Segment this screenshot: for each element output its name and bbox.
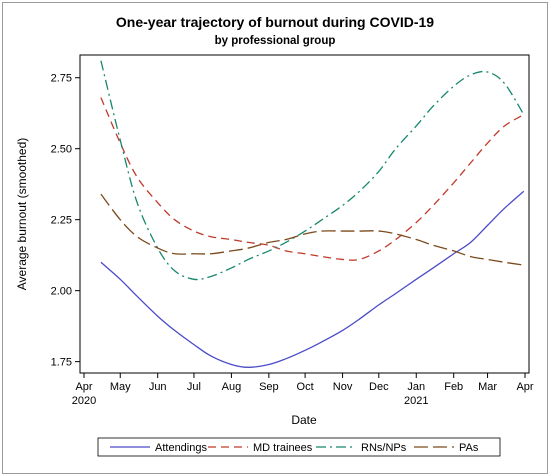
y-tick-label: 2.00 (51, 286, 72, 298)
y-tick-label: 2.50 (51, 144, 72, 156)
x-tick-year-label: 2021 (404, 395, 428, 407)
legend-label-attendings: Attendings (155, 442, 207, 454)
x-tick-label: Dec (369, 381, 389, 393)
x-tick-label: Jun (149, 381, 167, 393)
x-tick-label: Mar (478, 381, 497, 393)
x-tick-label: Oct (297, 381, 314, 393)
series-line-md-trainees (100, 97, 525, 261)
series-line-attendings (100, 190, 525, 368)
legend: Attendings MD trainees RNs/NPs PAs (110, 442, 479, 454)
x-tick-label: May (110, 381, 131, 393)
x-tick-label: Apr (516, 381, 533, 393)
x-tick-year-label: 2020 (72, 395, 96, 407)
legend-label-md-trainees: MD trainees (253, 442, 313, 454)
y-tick-label: 2.25 (51, 215, 72, 227)
series-line-rns-nps (100, 60, 525, 281)
y-tick-label: 2.75 (51, 73, 72, 85)
y-axis: 1.75 2.00 2.25 2.50 2.75 (51, 73, 80, 369)
x-tick-label: Jan (407, 381, 425, 393)
plot-area (79, 54, 530, 374)
x-tick-label: Apr (75, 381, 92, 393)
legend-label-pas: PAs (459, 442, 479, 454)
x-tick-label: Jul (187, 381, 201, 393)
series-layer (100, 60, 525, 368)
chart-title: One-year trajectory of burnout during CO… (116, 14, 434, 30)
x-axis-title: Date (291, 413, 317, 427)
legend-label-rns-nps: RNs/NPs (361, 442, 407, 454)
y-tick-label: 1.75 (51, 357, 72, 369)
legend-box (97, 437, 501, 457)
x-tick-label: Aug (222, 381, 242, 393)
y-axis-title: Average burnout (smoothed) (15, 138, 29, 291)
x-axis: Apr 2020 May Jun Jul Aug Sep Oct Nov Dec Jan 2021 Fe… (72, 373, 534, 407)
chart-subtitle: by professional group (215, 35, 336, 47)
series-line-pas (100, 193, 524, 266)
x-tick-label: Sep (259, 381, 279, 393)
x-tick-label: Nov (333, 381, 353, 393)
x-tick-label: Feb (444, 381, 463, 393)
